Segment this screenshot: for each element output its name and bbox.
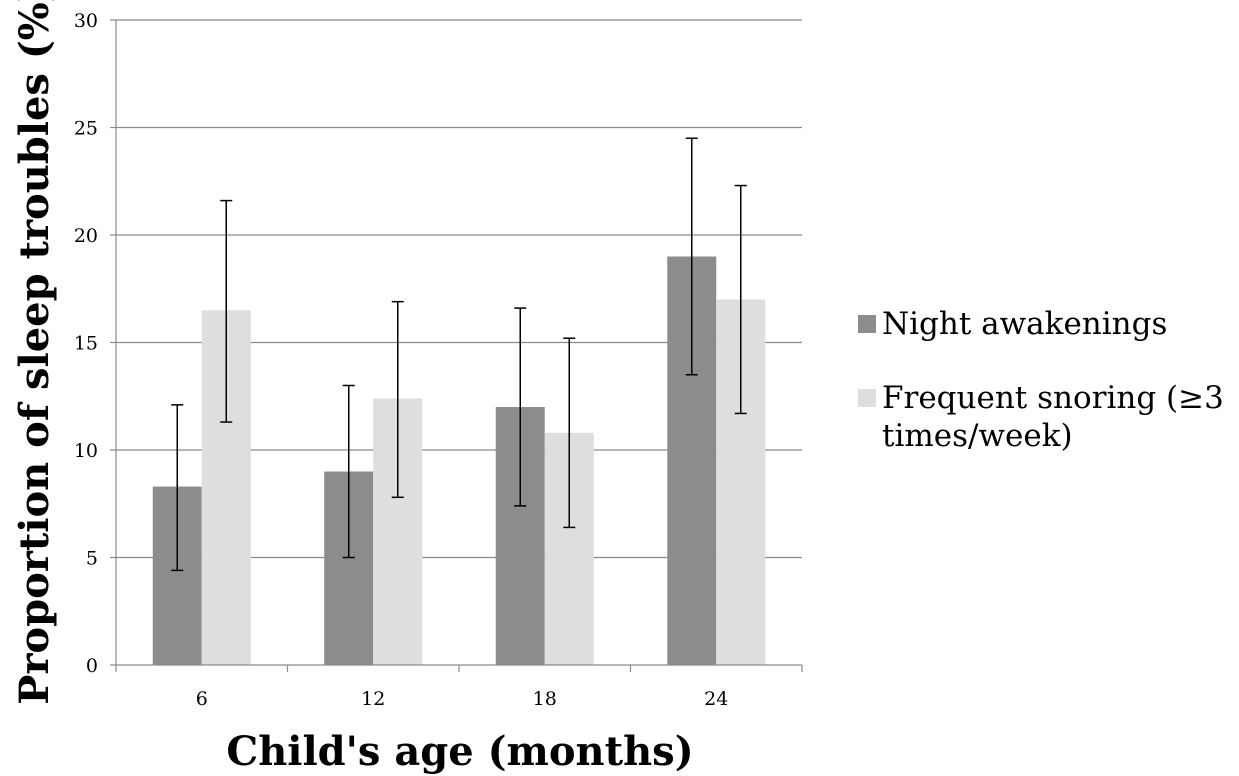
- x-tick-label: 12: [361, 688, 385, 710]
- legend-swatch-frequent-snoring: [858, 389, 876, 407]
- x-tick-labels: 6 12 18 24: [196, 688, 729, 710]
- error-bars: [171, 137, 747, 572]
- legend-item-frequent-snoring: Frequent snoring (≥3 times/week): [858, 379, 1238, 455]
- legend-label-night-awakenings: Night awakenings: [882, 306, 1168, 342]
- x-axis-title: Child's age (months): [226, 728, 693, 775]
- y-tick-label: 5: [86, 548, 98, 570]
- bars: [152, 256, 766, 665]
- y-tick-label: 20: [74, 225, 98, 247]
- y-tick-labels: 0 5 10 15 20 25 30: [74, 10, 98, 677]
- legend-item-night-awakenings: Night awakenings: [858, 305, 1238, 343]
- y-axis-title: Proportion of sleep troubles (%): [11, 0, 58, 705]
- legend-swatch-night-awakenings: [858, 315, 876, 333]
- legend: Night awakenings Frequent snoring (≥3 ti…: [858, 305, 1238, 455]
- legend-label-frequent-snoring: Frequent snoring (≥3 times/week): [882, 380, 1224, 454]
- x-tick-label: 6: [196, 688, 208, 710]
- y-tick-label: 10: [74, 440, 98, 462]
- axes: [110, 19, 803, 672]
- y-tick-label: 30: [74, 10, 98, 32]
- x-tick-label: 24: [704, 688, 728, 710]
- y-tick-label: 25: [74, 118, 98, 140]
- y-tick-label: 15: [74, 333, 98, 355]
- x-tick-label: 18: [533, 688, 557, 710]
- y-tick-label: 0: [86, 655, 98, 677]
